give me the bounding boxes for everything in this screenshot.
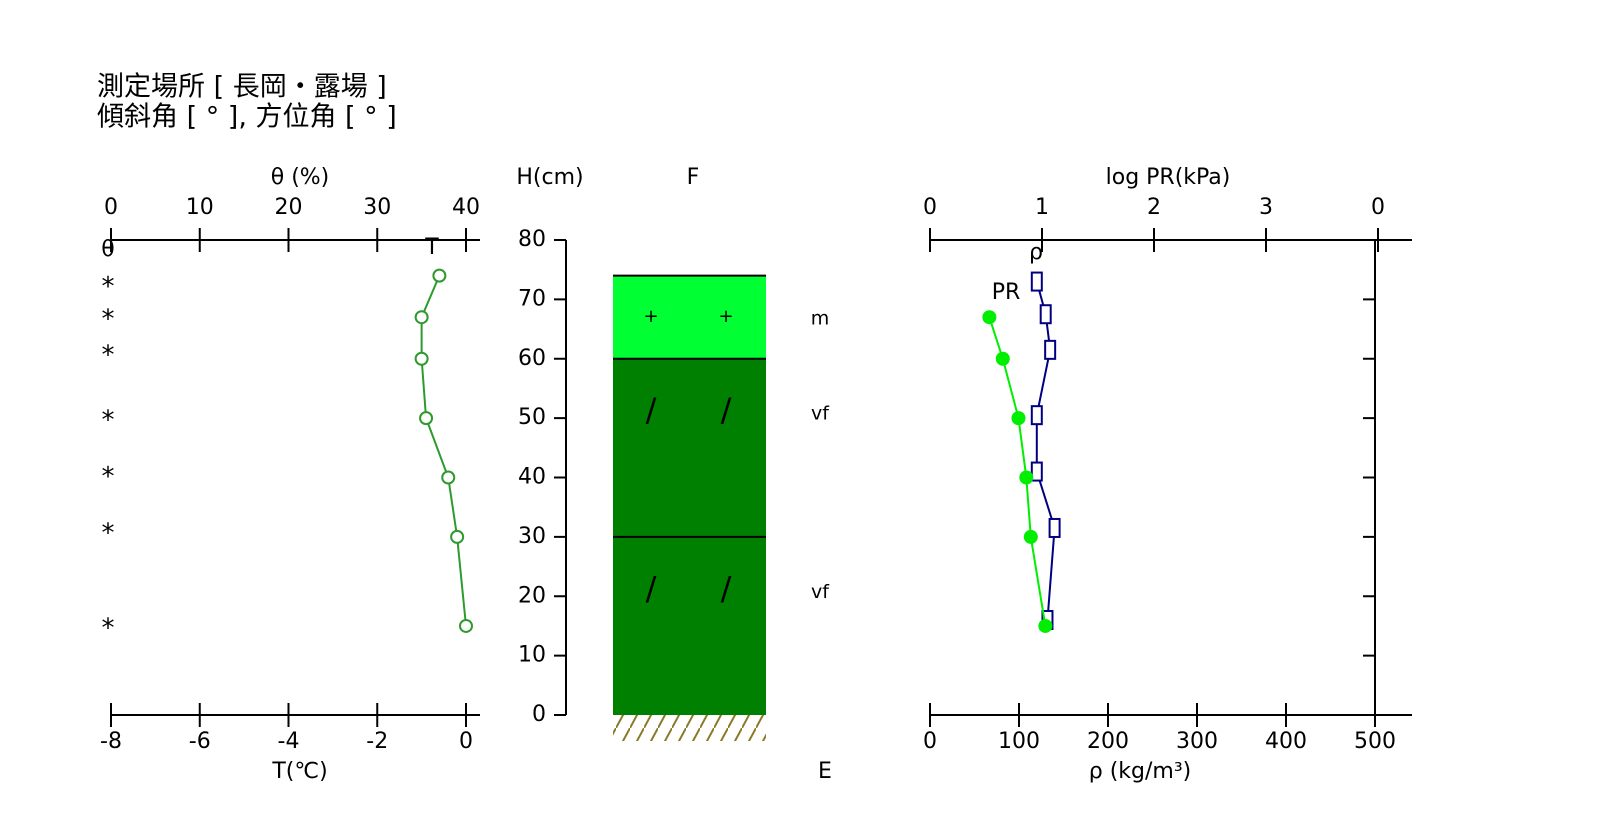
tick-label: 40	[452, 195, 480, 220]
point: *	[102, 272, 115, 302]
snow-layer	[613, 275, 766, 359]
grain-symbol: +	[718, 306, 733, 327]
point	[1023, 529, 1038, 544]
tick-label: 0	[532, 702, 546, 727]
point	[1019, 470, 1034, 485]
point	[414, 310, 429, 325]
tick-label: 1	[1035, 195, 1049, 220]
axis-title: log PR(kPa)	[1106, 165, 1231, 190]
axis-title: T(℃)	[271, 759, 327, 784]
tick-label: 500	[1354, 729, 1396, 754]
tick-label: 40	[518, 465, 546, 490]
tick-label: 80	[518, 227, 546, 252]
top-label: F	[687, 165, 700, 190]
tick-label: 30	[363, 195, 391, 220]
point	[1048, 517, 1061, 538]
tick-label: 0	[923, 195, 937, 220]
point	[1044, 339, 1057, 360]
point: *	[102, 305, 115, 335]
title-line: 傾斜角 [ ° ], 方位角 [ ° ]	[97, 102, 397, 133]
point	[432, 268, 447, 283]
series-label: T	[424, 235, 439, 260]
tick-label: 3	[1259, 195, 1273, 220]
series-line	[988, 316, 1047, 627]
tick-label: 100	[998, 729, 1040, 754]
axis-title: θ (%)	[271, 165, 330, 190]
tick-label: 20	[518, 583, 546, 608]
tick-label: 10	[518, 643, 546, 668]
series-line	[420, 275, 467, 627]
series-line	[1035, 281, 1056, 621]
snow-layer	[613, 536, 766, 715]
point	[450, 529, 465, 544]
axis-title: H(cm)	[516, 165, 583, 190]
tick-label: 60	[518, 346, 546, 371]
tick-label: 30	[518, 524, 546, 549]
grain-label: m	[811, 308, 830, 330]
snow-layer	[613, 358, 766, 537]
point	[982, 310, 997, 325]
tick-label: -2	[366, 729, 388, 754]
tick-label: 70	[518, 286, 546, 311]
series-label: θ	[101, 237, 114, 262]
grain-label: vf	[811, 403, 830, 425]
tick-label: 0	[459, 729, 473, 754]
point	[995, 351, 1010, 366]
grain-symbol: +	[643, 306, 658, 327]
tick-label: 300	[1176, 729, 1218, 754]
point: *	[102, 340, 115, 370]
point	[419, 411, 434, 426]
tick-label: 200	[1087, 729, 1129, 754]
tick-label: -6	[189, 729, 211, 754]
series-label: PR	[992, 280, 1021, 305]
grain-symbol: /	[721, 569, 732, 607]
tick-label: -8	[100, 729, 122, 754]
grain-label: vf	[811, 581, 830, 603]
point	[1030, 271, 1043, 292]
point	[414, 351, 429, 366]
axis-title: ρ (kg/m³)	[1089, 759, 1192, 784]
tick-label: 400	[1265, 729, 1307, 754]
point: *	[102, 462, 115, 492]
grain-symbol: /	[646, 569, 657, 607]
ground-hatch	[613, 715, 766, 741]
point	[441, 470, 456, 485]
tick-label: 50	[518, 405, 546, 430]
tick-label: 2	[1147, 195, 1161, 220]
grain-symbol: /	[646, 391, 657, 429]
tick-label: 0	[923, 729, 937, 754]
series-label: ρ	[1029, 240, 1043, 265]
tick-label: -4	[278, 729, 300, 754]
grain-symbol: /	[721, 391, 732, 429]
point: *	[102, 406, 115, 436]
point: *	[102, 613, 115, 643]
point	[1030, 461, 1043, 482]
point	[1038, 618, 1053, 633]
tick-label: 0	[1371, 195, 1385, 220]
title-line: 測定場所 [ 長岡・露場 ]	[97, 72, 387, 103]
point	[1011, 411, 1026, 426]
tick-label: 0	[104, 195, 118, 220]
point	[1039, 304, 1052, 325]
point	[1030, 405, 1043, 426]
bottom-label: E	[818, 759, 832, 784]
point: *	[102, 518, 115, 548]
tick-label: 10	[186, 195, 214, 220]
point	[459, 618, 473, 633]
tick-label: 20	[275, 195, 303, 220]
